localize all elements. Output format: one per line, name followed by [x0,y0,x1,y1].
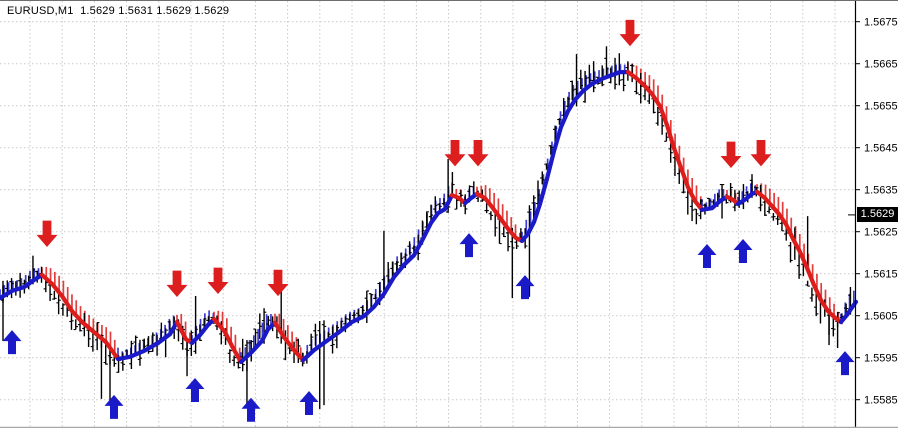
buy-arrow [515,275,535,300]
buy-arrow [241,397,261,422]
buy-arrow [459,233,479,258]
buy-arrow [697,244,717,269]
price-axis-label: 1.5625 [864,227,898,239]
ribbon-line-layer [0,69,859,364]
price-axis-label: 1.5585 [864,395,898,407]
price-axis-label: 1.5655 [864,101,898,113]
price-axis-label: 1.5595 [864,353,898,365]
sell-arrow [207,267,229,295]
price-axis-label: 1.5665 [864,59,898,71]
sell-arrow [166,270,188,297]
buy-arrow [104,394,124,419]
sell-arrow [619,19,641,47]
sell-arrow [444,139,466,167]
price-axis-label: 1.5615 [864,269,898,281]
price-axis-label: 1.5605 [864,311,898,323]
symbol-ohlc-label: EURUSD,M1 1.5629 1.5631 1.5629 1.5629 [7,5,230,17]
buy-arrow [733,239,753,264]
current-price-badge: 1.5629 [857,207,898,222]
sell-arrow [750,139,772,167]
buy-arrow [2,330,22,355]
sell-arrow [267,269,289,297]
buy-arrow [185,378,205,403]
buy-arrow [299,391,319,416]
signal-arrows-layer [2,19,855,422]
price-axis-label: 1.5645 [864,143,898,155]
grid-layer [0,1,855,427]
sell-arrow [36,220,58,247]
sell-arrow [467,139,489,167]
sell-arrow [720,141,742,169]
buy-arrow [835,351,855,376]
price-axis-label: 1.5675 [864,17,898,29]
price-axis-label: 1.5635 [864,185,898,197]
